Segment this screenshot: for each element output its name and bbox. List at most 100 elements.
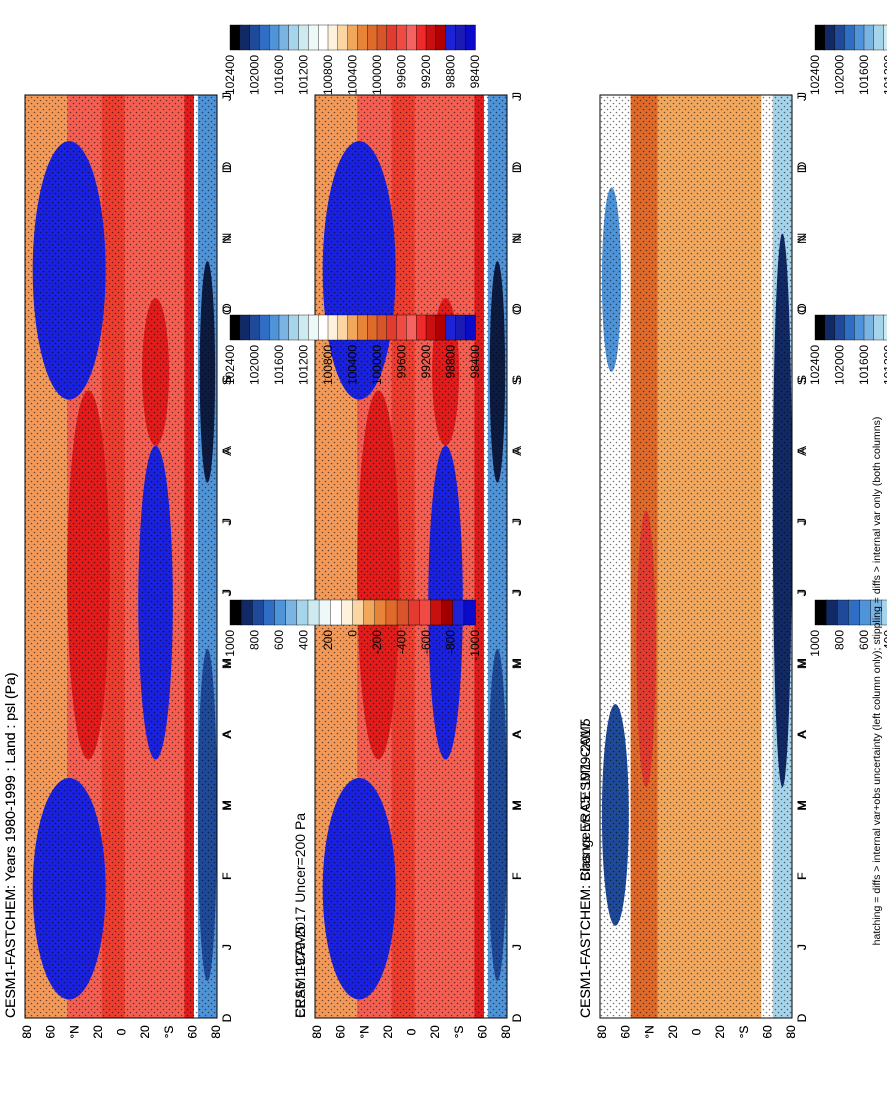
lat-tick-label: 20 <box>138 1025 152 1039</box>
lat-tick-label: 60 <box>334 1025 348 1039</box>
month-tick-label: N <box>220 235 234 244</box>
lat-tick-label: 20 <box>138 1025 152 1039</box>
lat-tick-label: 80 <box>310 1025 324 1039</box>
colorbar-tick-label: 102400 <box>223 345 237 385</box>
month-tick-label: J <box>220 589 234 595</box>
lat-tick-label: 0 <box>405 1028 419 1035</box>
lat-tick-label: °S <box>452 1026 466 1039</box>
month-tick-label: J <box>510 589 524 595</box>
lat-tick-label: 60 <box>44 1025 58 1039</box>
colorbar-left-top: 98400 98800 99200 99600 100000 100400 100800 10… <box>223 24 482 95</box>
month-tick-label: N <box>510 233 524 242</box>
month-tick-label: N <box>220 233 234 242</box>
month-tick-label: J <box>510 944 524 950</box>
month-tick-label: M <box>795 659 809 669</box>
month-tick-label: S <box>795 377 809 385</box>
colorbar-right-top: 9840098800992009960010000010040010080010… <box>808 24 887 95</box>
lat-tick-label: 0 <box>690 1028 704 1035</box>
month-tick-label: J <box>220 944 234 950</box>
month-tick-label: A <box>510 731 524 739</box>
month-tick-label: F <box>795 873 809 880</box>
lat-tick-label: 80 <box>595 1025 609 1039</box>
month-tick-label: D <box>510 1013 524 1022</box>
month-tick-label: J <box>220 520 234 526</box>
colorbar-tick-label: 101200 <box>297 345 311 385</box>
lat-tick-label: 60 <box>185 1025 199 1039</box>
month-tick-label: A <box>220 731 234 739</box>
month-tick-label: J <box>510 92 524 98</box>
lat-tick-label: 0 <box>115 1028 129 1035</box>
month-tick-label: D <box>510 1013 524 1022</box>
month-tick-label: D <box>510 161 524 170</box>
month-tick-label: O <box>220 303 234 312</box>
colorbar-tick-label: 99200 <box>419 345 433 379</box>
lat-tick-label: 60 <box>619 1025 633 1039</box>
lat-tick-label: 20 <box>381 1025 395 1039</box>
panel-title: CESM1-FASTCHEM: Bias vs ERA5: 1979-2017 <box>577 721 593 1018</box>
month-tick-label: J <box>510 944 524 950</box>
lat-tick-label: 80 <box>499 1025 513 1039</box>
month-tick-label: J <box>795 944 809 950</box>
month-tick-label: O <box>795 306 809 315</box>
month-tick-label: A <box>795 730 809 738</box>
lat-tick-label: 20 <box>428 1025 442 1039</box>
month-tick-label: M <box>510 800 524 810</box>
lat-tick-label: 20 <box>666 1025 680 1039</box>
colorbar-tick-label: 100400 <box>346 345 360 385</box>
colorbar-tick-label: 100400 <box>346 55 360 95</box>
lat-tick-label: 80 <box>595 1025 609 1039</box>
month-tick-label: D <box>220 164 234 173</box>
lat-tick-label: 80 <box>499 1025 513 1039</box>
month-tick-label: A <box>795 446 809 454</box>
panel-title: CESM1-FASTCHEM: Years 1980-1999 : Land :… <box>2 673 18 1019</box>
panel-title: CESM1-CAM5 <box>292 926 308 1018</box>
lat-tick-label: 60 <box>475 1025 489 1039</box>
colorbar-tick-label: 101600 <box>272 55 286 95</box>
month-tick-label: J <box>795 92 809 98</box>
lat-tick-label: 60 <box>185 1025 199 1039</box>
month-tick-label: J <box>795 520 809 526</box>
month-tick-label: M <box>220 659 234 669</box>
lat-tick-label: °S <box>737 1026 751 1039</box>
month-tick-label: D <box>795 164 809 173</box>
month-tick-label: J <box>220 92 234 98</box>
lat-tick-label: °N <box>357 1025 371 1038</box>
month-tick-label: S <box>220 377 234 385</box>
lat-tick-label: 20 <box>713 1025 727 1039</box>
month-tick-label: O <box>510 306 524 315</box>
month-tick-label: A <box>795 448 809 456</box>
colorbar-tick-label: 800 <box>833 630 847 650</box>
colorbar-left-middle: 98400 98800 99200 99600 100000 100400 100800 10… <box>223 314 482 385</box>
lat-tick-label: 60 <box>44 1025 58 1039</box>
lat-tick-label: 20 <box>381 1025 395 1039</box>
lat-tick-label: 20 <box>666 1025 680 1039</box>
colorbar-tick-label: 100800 <box>321 345 335 385</box>
month-tick-label: M <box>510 659 524 669</box>
colorbar-tick-label: 98800 <box>444 55 458 89</box>
lat-tick-label: 60 <box>475 1025 489 1039</box>
lat-tick-label: °N <box>642 1025 656 1038</box>
month-tick-label: D <box>795 1013 809 1022</box>
month-tick-label: S <box>220 375 234 383</box>
month-tick-label: F <box>220 873 234 880</box>
colorbar-tick-label: 102400 <box>808 55 822 95</box>
colorbar-tick-label: -1000 <box>468 630 482 661</box>
month-tick-label: M <box>510 801 524 811</box>
colorbar-tick-label: 98800 <box>444 345 458 379</box>
month-tick-label: A <box>510 446 524 454</box>
month-tick-label: J <box>510 590 524 596</box>
lat-tick-label: 80 <box>20 1025 34 1039</box>
stippling <box>600 95 792 1018</box>
month-tick-label: J <box>795 518 809 524</box>
stippling <box>315 95 507 1018</box>
month-tick-label: J <box>510 518 524 524</box>
lat-tick-label: °N <box>357 1025 371 1038</box>
colorbar-tick-label: 98400 <box>468 345 482 379</box>
colorbar-tick-label: 800 <box>248 630 262 650</box>
month-tick-label: M <box>795 658 809 668</box>
month-tick-label: A <box>795 731 809 739</box>
colorbar-tick-label: 100000 <box>370 55 384 95</box>
